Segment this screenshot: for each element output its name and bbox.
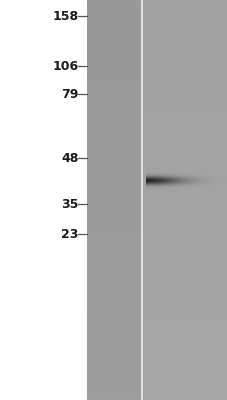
Text: 35: 35 (61, 198, 78, 210)
Text: 23: 23 (61, 228, 78, 240)
Text: 79: 79 (61, 88, 78, 100)
Text: 158: 158 (52, 10, 78, 22)
Bar (86, 0, 142, 400)
Bar (142, 0, 227, 400)
Text: 106: 106 (52, 60, 78, 72)
Text: 48: 48 (61, 152, 78, 164)
